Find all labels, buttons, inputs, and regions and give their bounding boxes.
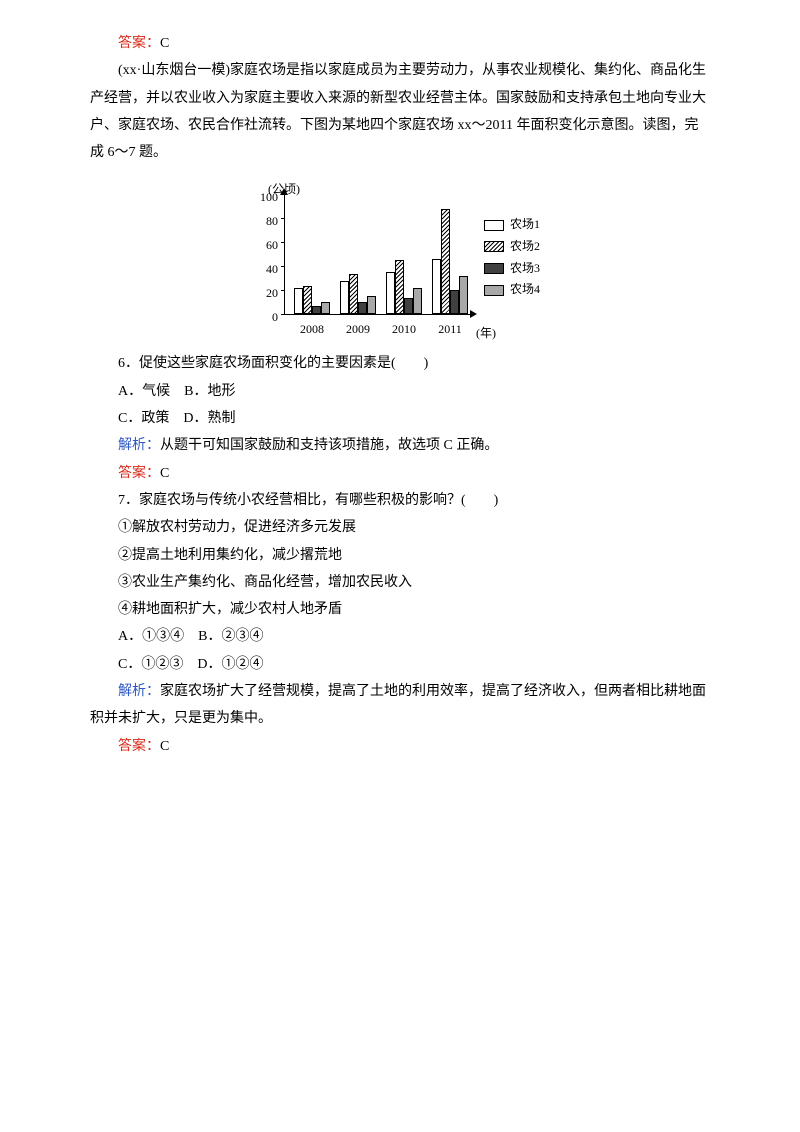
x-axis-title: (年): [476, 322, 496, 345]
legend-swatch: [484, 220, 504, 231]
y-tick-label: 80: [252, 210, 278, 233]
bar: [441, 209, 450, 315]
q6-options-ab: A．气候 B．地形: [90, 378, 710, 405]
q7-statement-4: ④耕地面积扩大，减少农村人地矛盾: [90, 596, 710, 623]
answer-label: 答案：: [118, 36, 160, 51]
bar: [404, 298, 413, 315]
bar: [294, 288, 303, 314]
bar: [321, 302, 330, 314]
bar: [386, 272, 395, 314]
bar: [413, 288, 422, 314]
y-tick-label: 40: [252, 258, 278, 281]
bar-chart: (公顷) (年) 农场1农场2农场3农场4 020406080100200820…: [230, 176, 570, 344]
q7-stem: 7．家庭农场与传统小农经营相比，有哪些积极的影响？( ): [90, 487, 710, 514]
x-axis: [284, 314, 470, 315]
bar: [367, 296, 376, 314]
analysis-text: 家庭农场扩大了经营规模，提高了土地的利用效率，提高了经济收入，但两者相比耕地面积…: [90, 684, 706, 726]
legend-label: 农场2: [510, 236, 540, 258]
y-tick-label: 60: [252, 234, 278, 257]
q6-analysis: 解析：从题干可知国家鼓励和支持该项措施，故选项 C 正确。: [90, 432, 710, 459]
chart-container: (公顷) (年) 农场1农场2农场3农场4 020406080100200820…: [90, 176, 710, 344]
legend-item: 农场3: [484, 258, 540, 280]
y-axis: [284, 194, 285, 314]
y-tick: [281, 314, 284, 315]
answer-label: 答案：: [118, 466, 160, 481]
bar: [358, 302, 367, 314]
y-tick-label: 100: [252, 186, 278, 209]
y-tick: [281, 266, 284, 267]
legend-item: 农场4: [484, 279, 540, 301]
q7-options-ab: A．①③④ B．②③④: [90, 623, 710, 650]
analysis-label: 解析：: [118, 684, 160, 699]
legend-item: 农场1: [484, 214, 540, 236]
analysis-text: 从题干可知国家鼓励和支持该项措施，故选项 C 正确。: [160, 438, 498, 453]
q6-stem: 6．促使这些家庭农场面积变化的主要因素是( ): [90, 350, 710, 377]
y-tick: [281, 218, 284, 219]
bar: [303, 286, 312, 315]
analysis-label: 解析：: [118, 438, 160, 453]
q7-statement-2: ②提高土地利用集约化，减少撂荒地: [90, 542, 710, 569]
context-paragraph: (xx·山东烟台一模)家庭农场是指以家庭成员为主要劳动力，从事农业规模化、集约化…: [90, 57, 710, 166]
bar: [450, 290, 459, 314]
bar: [432, 259, 441, 314]
legend-swatch: [484, 285, 504, 296]
legend-label: 农场3: [510, 258, 540, 280]
answer-5: 答案：C: [90, 30, 710, 57]
legend-label: 农场1: [510, 214, 540, 236]
legend-swatch: [484, 241, 504, 252]
q7-options-cd: C．①②③ D．①②④: [90, 651, 710, 678]
legend-swatch: [484, 263, 504, 274]
x-tick-label: 2009: [338, 318, 378, 341]
bar: [459, 276, 468, 314]
y-tick: [281, 194, 284, 195]
y-tick-label: 0: [252, 306, 278, 329]
chart-legend: 农场1农场2农场3农场4: [484, 214, 540, 300]
answer-label: 答案：: [118, 739, 160, 754]
q7-analysis: 解析：家庭农场扩大了经营规模，提高了土地的利用效率，提高了经济收入，但两者相比耕…: [90, 678, 710, 733]
q7-statement-1: ①解放农村劳动力，促进经济多元发展: [90, 514, 710, 541]
legend-item: 农场2: [484, 236, 540, 258]
q7-statement-3: ③农业生产集约化、商品化经营，增加农民收入: [90, 569, 710, 596]
x-tick-label: 2010: [384, 318, 424, 341]
answer-value: C: [160, 739, 169, 754]
answer-value: C: [160, 36, 169, 51]
x-tick-label: 2008: [292, 318, 332, 341]
bar: [395, 260, 404, 314]
q7-answer: 答案：C: [90, 733, 710, 760]
bar: [312, 306, 321, 314]
bar: [349, 274, 358, 315]
answer-value: C: [160, 466, 169, 481]
y-tick: [281, 242, 284, 243]
legend-label: 农场4: [510, 279, 540, 301]
y-tick-label: 20: [252, 282, 278, 305]
y-tick: [281, 290, 284, 291]
q6-options-cd: C．政策 D．熟制: [90, 405, 710, 432]
q6-answer: 答案：C: [90, 460, 710, 487]
x-axis-arrow-icon: [470, 310, 477, 318]
bar: [340, 281, 349, 315]
x-tick-label: 2011: [430, 318, 470, 341]
